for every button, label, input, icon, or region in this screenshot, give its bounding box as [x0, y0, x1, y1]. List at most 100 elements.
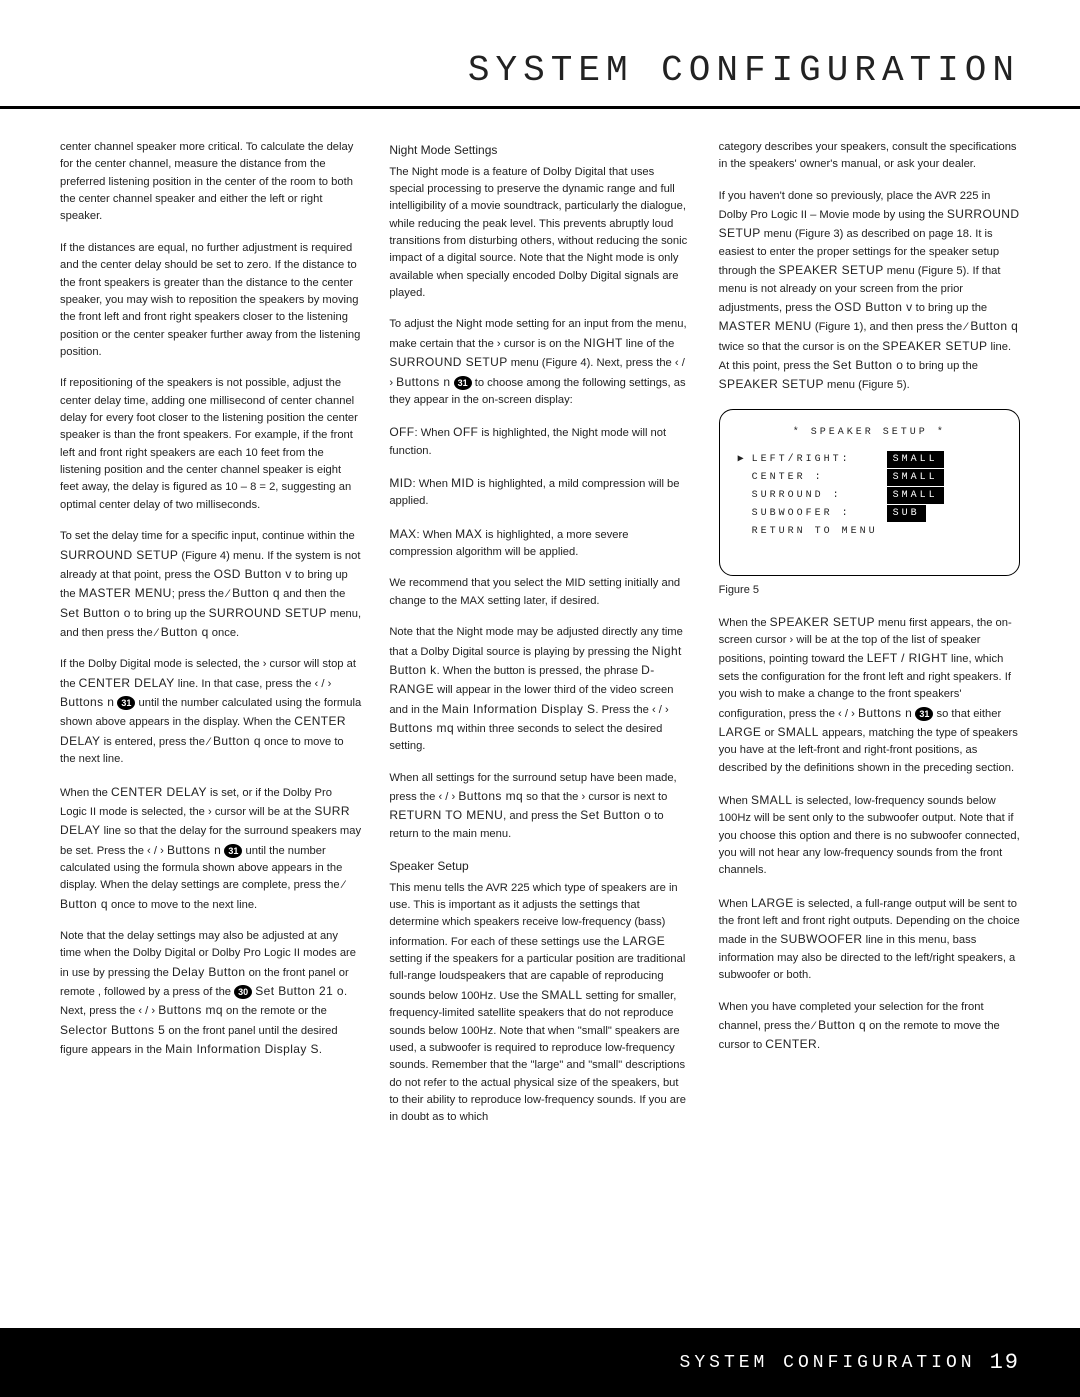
content-columns: center channel speaker more critical. To…: [0, 109, 1080, 1328]
text: is entered, press the ⁄: [100, 736, 213, 748]
text: ; press the ⁄: [172, 588, 232, 600]
text: twice so that the cursor is on the: [719, 341, 883, 353]
term-mid: MID: [389, 476, 412, 490]
term-surround-setup: SURROUND SETUP: [209, 606, 327, 620]
term-set-button: Set Button 21 o: [255, 984, 344, 998]
page-footer: SYSTEM CONFIGURATION 19: [0, 1328, 1080, 1397]
term-buttons-n: Buttons n: [396, 375, 450, 389]
term-center-delay: CENTER DELAY: [111, 785, 207, 799]
text: to bring up the: [913, 302, 988, 314]
term-speaker-setup: SPEAKER SETUP: [719, 377, 824, 391]
body-text: When SMALL is selected, low-frequency so…: [719, 791, 1020, 880]
term-large: LARGE: [751, 896, 794, 910]
text: .: [319, 1044, 322, 1056]
term-delay-button: Delay Button: [172, 965, 246, 979]
body-text: When LARGE is selected, a full-range out…: [719, 894, 1020, 985]
term-button-q: Button q: [818, 1018, 866, 1032]
callout-31-icon: 31: [915, 707, 933, 721]
osd-value: SMALL: [887, 451, 944, 468]
term-button-q: Button q: [60, 897, 108, 911]
text: When: [719, 795, 751, 807]
body-text: To set the delay time for a specific inp…: [60, 528, 361, 642]
page-header: SYSTEM CONFIGURATION: [0, 0, 1080, 106]
term-max: MAX: [455, 527, 482, 541]
term-selector-buttons: Selector Buttons 5: [60, 1023, 165, 1037]
text: line of the: [623, 338, 675, 350]
osd-label: SURROUND :: [752, 487, 887, 504]
text: When the: [60, 787, 111, 799]
term-speaker-setup: SPEAKER SETUP: [770, 615, 875, 629]
text: When the: [719, 617, 770, 629]
term-buttons-n: Buttons n: [60, 695, 114, 709]
body-text: The Night mode is a feature of Dolby Dig…: [389, 164, 690, 303]
body-text: OFF: When OFF is highlighted, the Night …: [389, 423, 690, 460]
osd-row: SUBWOOFER :SUB: [738, 505, 1001, 522]
osd-title: * SPEAKER SETUP *: [738, 424, 1001, 441]
term-set-button: Set Button o: [832, 358, 903, 372]
osd-return: RETURN TO MENU: [752, 523, 878, 540]
osd-value: SMALL: [887, 469, 944, 486]
page-title: SYSTEM CONFIGURATION: [60, 50, 1020, 91]
body-text: center channel speaker more critical. To…: [60, 139, 361, 226]
callout-31-icon: 31: [117, 696, 135, 710]
osd-row: CENTER :SMALL: [738, 469, 1001, 486]
text: When: [719, 898, 751, 910]
body-text: If the distances are equal, no further a…: [60, 240, 361, 362]
text: to bring up the: [903, 360, 978, 372]
osd-label: SUBWOOFER :: [752, 505, 887, 522]
term-main-info-display: Main Information Display S: [442, 702, 596, 716]
callout-31-icon: 31: [454, 376, 472, 390]
text: menu (Figure 5).: [824, 379, 910, 391]
text: . When the button is pressed, the phrase: [437, 665, 642, 677]
footer-page-number: 19: [990, 1350, 1020, 1375]
term-left-right: LEFT / RIGHT: [867, 651, 948, 665]
term-button-q: Button q: [232, 586, 280, 600]
subheading-speaker-setup: Speaker Setup: [389, 857, 690, 876]
body-text: When the CENTER DELAY is set, or if the …: [60, 783, 361, 915]
term-large: LARGE: [719, 725, 762, 739]
osd-speaker-setup-panel: * SPEAKER SETUP * ▶LEFT/RIGHT:SMALL CENT…: [719, 409, 1020, 576]
text: . Press the ‹ / ›: [595, 704, 668, 716]
term-mid: MID: [451, 476, 474, 490]
text: on the remote or the: [223, 1005, 327, 1017]
text: : When: [413, 478, 452, 490]
text: : When: [417, 529, 456, 541]
term-osd-button: OSD Button v: [214, 567, 292, 581]
osd-row: SURROUND :SMALL: [738, 487, 1001, 504]
osd-value: SUB: [887, 505, 926, 522]
page: SYSTEM CONFIGURATION center channel spea…: [0, 0, 1080, 1397]
term-max: MAX: [389, 527, 416, 541]
body-text: When the SPEAKER SETUP menu first appear…: [719, 613, 1020, 777]
text: is selected, low-frequency sounds below …: [719, 795, 1020, 876]
text: : When: [415, 427, 454, 439]
term-surround-setup: SURROUND SETUP: [389, 355, 507, 369]
body-text: Note that the delay settings may also be…: [60, 928, 361, 1060]
term-night: NIGHT: [583, 336, 622, 350]
footer-label: SYSTEM CONFIGURATION: [680, 1353, 976, 1373]
column-1: center channel speaker more critical. To…: [60, 139, 361, 1288]
text: To set the delay time for a specific inp…: [60, 530, 355, 542]
text: Note that the Night mode may be adjusted…: [389, 626, 683, 657]
term-speaker-setup: SPEAKER SETUP: [882, 339, 987, 353]
callout-31-icon: 31: [224, 844, 242, 858]
term-master-menu: MASTER MENU: [719, 319, 812, 333]
text: , and press the: [503, 810, 580, 822]
column-3: category describes your speakers, consul…: [719, 139, 1020, 1288]
text: line. In that case, press the ‹ / ›: [175, 678, 332, 690]
text: setting for smaller, frequency-limited s…: [389, 990, 686, 1124]
term-buttons-n: Buttons n: [167, 843, 221, 857]
term-button-q: Button q: [213, 734, 261, 748]
osd-cursor-icon: ▶: [738, 451, 752, 468]
body-text: When you have completed your selection f…: [719, 999, 1020, 1055]
term-buttons-n: Buttons n: [858, 706, 912, 720]
text: (Figure 1), and then press the ⁄: [812, 321, 971, 333]
text: once to move to the next line.: [108, 899, 257, 911]
osd-value: SMALL: [887, 487, 944, 504]
term-center-delay: CENTER DELAY: [79, 676, 175, 690]
text: so that either: [933, 708, 1001, 720]
term-speaker-setup: SPEAKER SETUP: [778, 263, 883, 277]
term-subwoofer: SUBWOOFER: [780, 932, 862, 946]
body-text: MAX: When MAX is highlighted, a more sev…: [389, 525, 690, 562]
term-buttons-mq: Buttons mq: [158, 1003, 223, 1017]
term-master-menu: MASTER MENU: [79, 586, 172, 600]
